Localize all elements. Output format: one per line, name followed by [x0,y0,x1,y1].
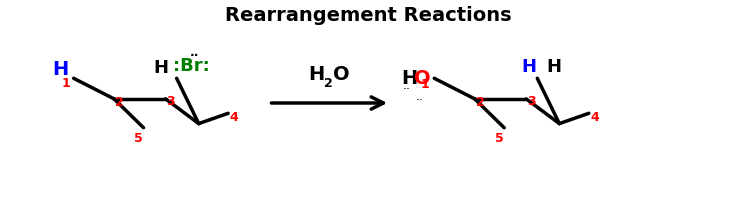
Text: H: H [308,65,325,84]
Text: :Br:: :Br: [173,57,210,75]
Text: H: H [52,60,68,78]
Text: ··: ·· [416,94,423,108]
Text: 1: 1 [421,78,430,91]
Text: 4: 4 [230,111,238,124]
Text: 2: 2 [324,77,333,90]
Text: O: O [333,65,350,84]
Text: O: O [414,69,431,88]
Text: 1: 1 [62,77,71,90]
Text: 5: 5 [495,131,503,145]
Text: H: H [401,69,417,88]
Text: 5: 5 [134,131,143,145]
Text: 3: 3 [527,95,536,109]
Text: ··: ·· [190,49,199,62]
Text: H: H [521,58,536,76]
Text: H: H [546,58,561,76]
Text: H: H [153,59,168,77]
Text: ··: ·· [403,83,410,96]
Text: 3: 3 [166,95,175,109]
Text: 2: 2 [115,96,124,110]
Text: Rearrangement Reactions: Rearrangement Reactions [224,6,512,25]
Text: 4: 4 [590,111,599,124]
Text: 2: 2 [476,96,485,110]
